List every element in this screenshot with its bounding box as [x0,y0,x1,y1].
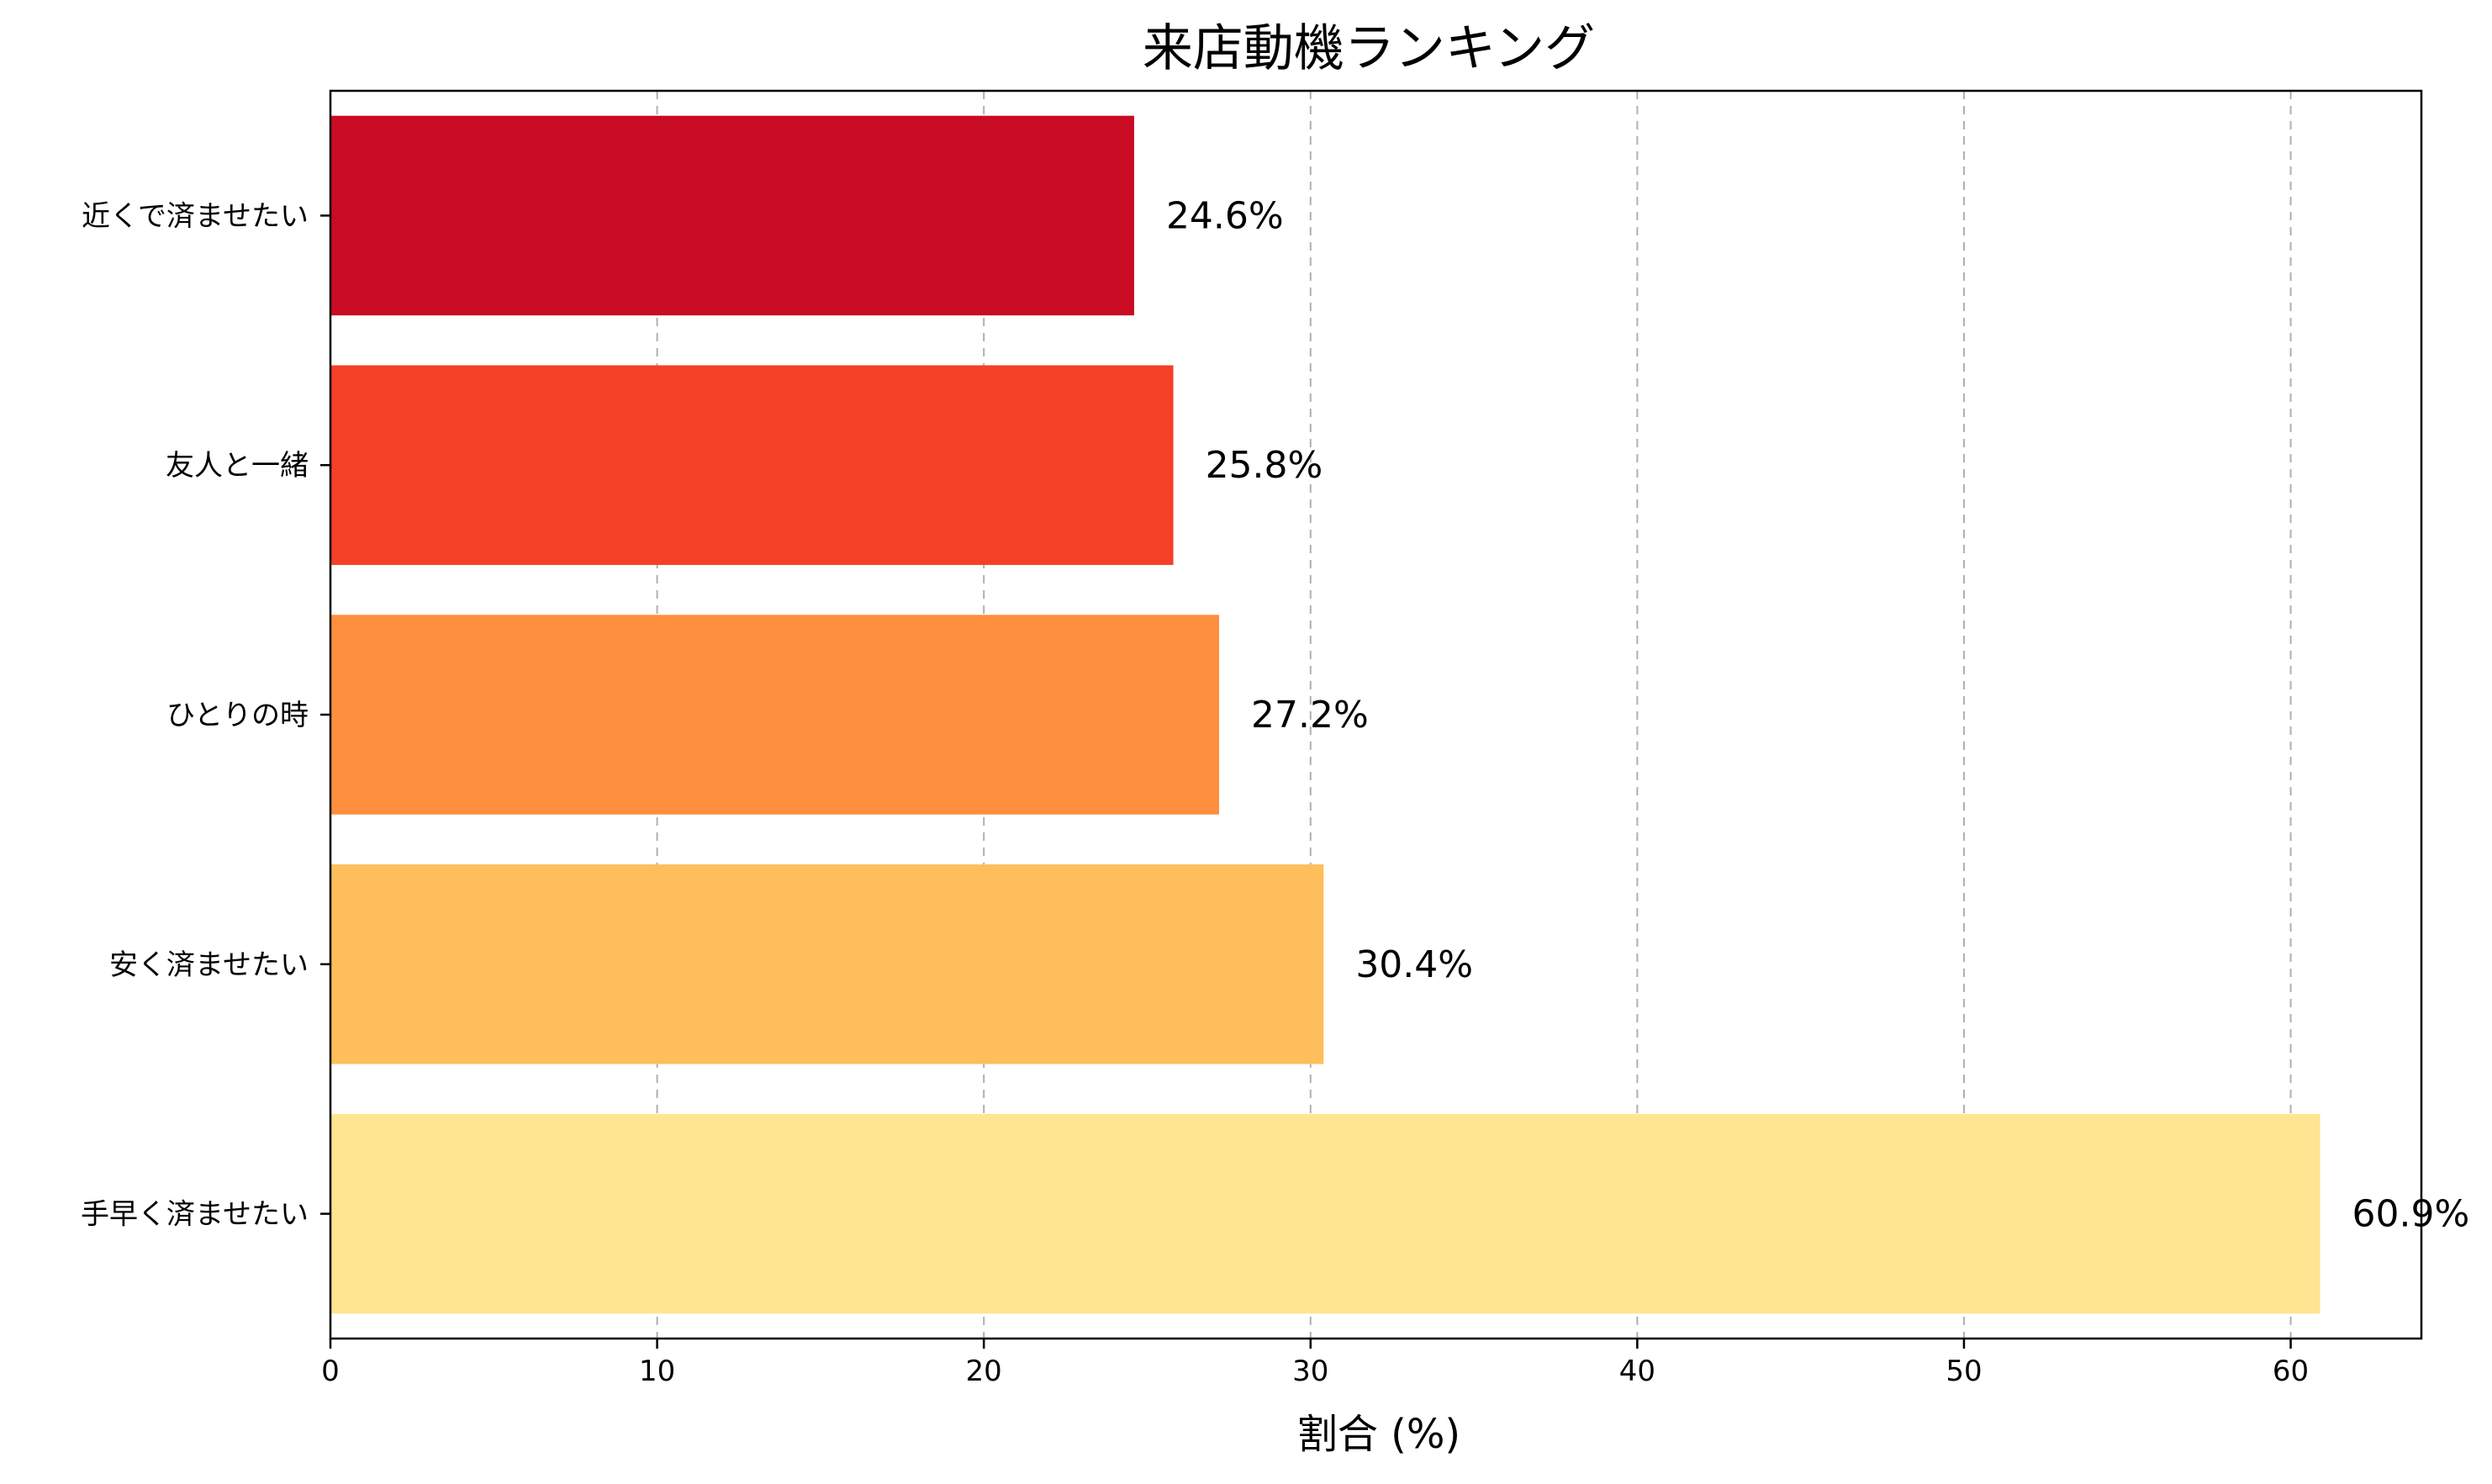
y-tick-label-3: 安く済ませたい [109,948,309,982]
x-axis-label: 割合 (%) [1297,1411,1460,1458]
chart-title: 来店動機ランキング [1143,19,1595,78]
x-tick-label-5: 50 [1946,1355,1982,1388]
x-tick-label-6: 60 [2273,1355,2309,1388]
bars [330,115,2320,1314]
x-tick-label-3: 30 [1292,1355,1328,1388]
x-tick-label-1: 10 [639,1355,675,1388]
value-label-0: 24.6% [1166,194,1284,237]
bar-3 [330,864,1324,1064]
value-label-2: 27.2% [1251,694,1369,737]
x-tick-label-0: 0 [321,1355,340,1388]
y-tick-label-2: ひとりの時 [166,699,309,732]
x-tick-label-4: 40 [1619,1355,1655,1388]
x-tick-label-2: 20 [966,1355,1002,1388]
value-label-1: 25.8% [1206,444,1323,487]
y-tick-label-1: 友人と一緒 [166,449,309,483]
x-axis-ticks: 0 10 20 30 40 50 60 [321,1339,2309,1388]
bar-4 [330,1113,2320,1314]
bar-2 [330,615,1219,815]
y-tick-label-4: 手早く済ませたい [81,1198,309,1232]
value-label-4: 60.9% [2352,1193,2470,1236]
plot-frame [329,89,2423,1340]
y-tick-label-0: 近くで済ませたい [82,199,309,233]
bar-0 [330,115,1134,316]
value-label-3: 30.4% [1355,943,1473,986]
bar-1 [330,365,1174,565]
value-labels: 24.6% 25.8% 27.2% 30.4% 60.9% [1166,194,2469,1235]
